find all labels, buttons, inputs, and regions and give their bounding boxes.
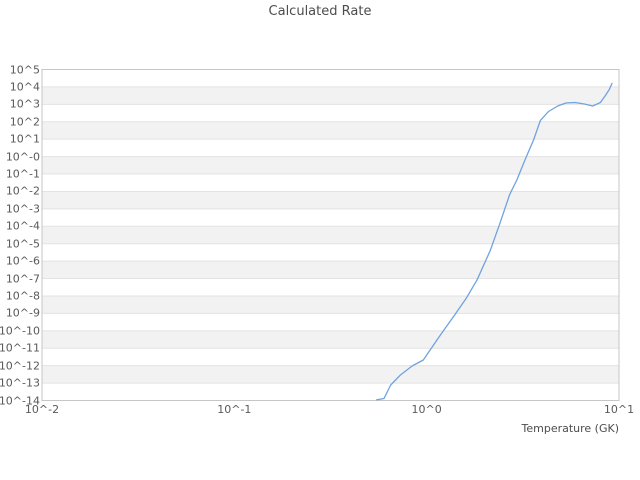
y-tick-label: 10^3 <box>9 97 40 111</box>
y-tick-label: 10^-2 <box>5 184 40 198</box>
y-tick-label: 10^-9 <box>5 306 40 320</box>
y-tick-label: 10^-6 <box>5 254 40 268</box>
y-tick-label: 10^-14 <box>0 394 40 407</box>
decade-band <box>42 86 619 105</box>
y-tick-label: 10^-13 <box>0 376 40 390</box>
decade-band <box>42 261 619 279</box>
y-tick-label: 10^-4 <box>5 219 40 233</box>
x-tick-label: 10^1 <box>603 403 635 416</box>
decade-band <box>42 121 619 140</box>
y-tick-label: 10^-0 <box>5 150 40 164</box>
x-tick-label: 10^-2 <box>24 403 60 416</box>
decade-band <box>42 226 619 244</box>
y-tick-label: 10^-12 <box>0 359 40 373</box>
decade-band <box>42 295 619 314</box>
decade-band <box>42 156 619 175</box>
x-tick-label: 10^0 <box>411 403 442 416</box>
y-tick-label: 10^-5 <box>5 237 40 251</box>
rate-curve <box>376 82 613 401</box>
y-tick-label: 10^-11 <box>0 341 40 355</box>
plot-frame <box>41 69 620 401</box>
y-tick-label: 10^4 <box>9 80 40 94</box>
y-tick-label: 10^-8 <box>5 289 40 303</box>
decade-band <box>42 330 619 349</box>
y-tick-label: 10^5 <box>9 63 40 76</box>
y-tick-label: 10^-3 <box>5 202 40 216</box>
x-axis-title: Temperature (GK) <box>521 422 620 435</box>
y-tick-label: 10^-7 <box>5 272 40 286</box>
chart-title: Calculated Rate <box>268 4 372 19</box>
y-tick-label: 10^2 <box>9 115 40 129</box>
y-tick-label: 10^-1 <box>5 167 40 181</box>
y-tick-label: 10^1 <box>9 132 40 146</box>
x-tick-label: 10^-1 <box>217 403 252 416</box>
y-tick-label: 10^-10 <box>0 324 40 338</box>
decade-band <box>42 191 619 209</box>
decade-band <box>42 365 619 384</box>
